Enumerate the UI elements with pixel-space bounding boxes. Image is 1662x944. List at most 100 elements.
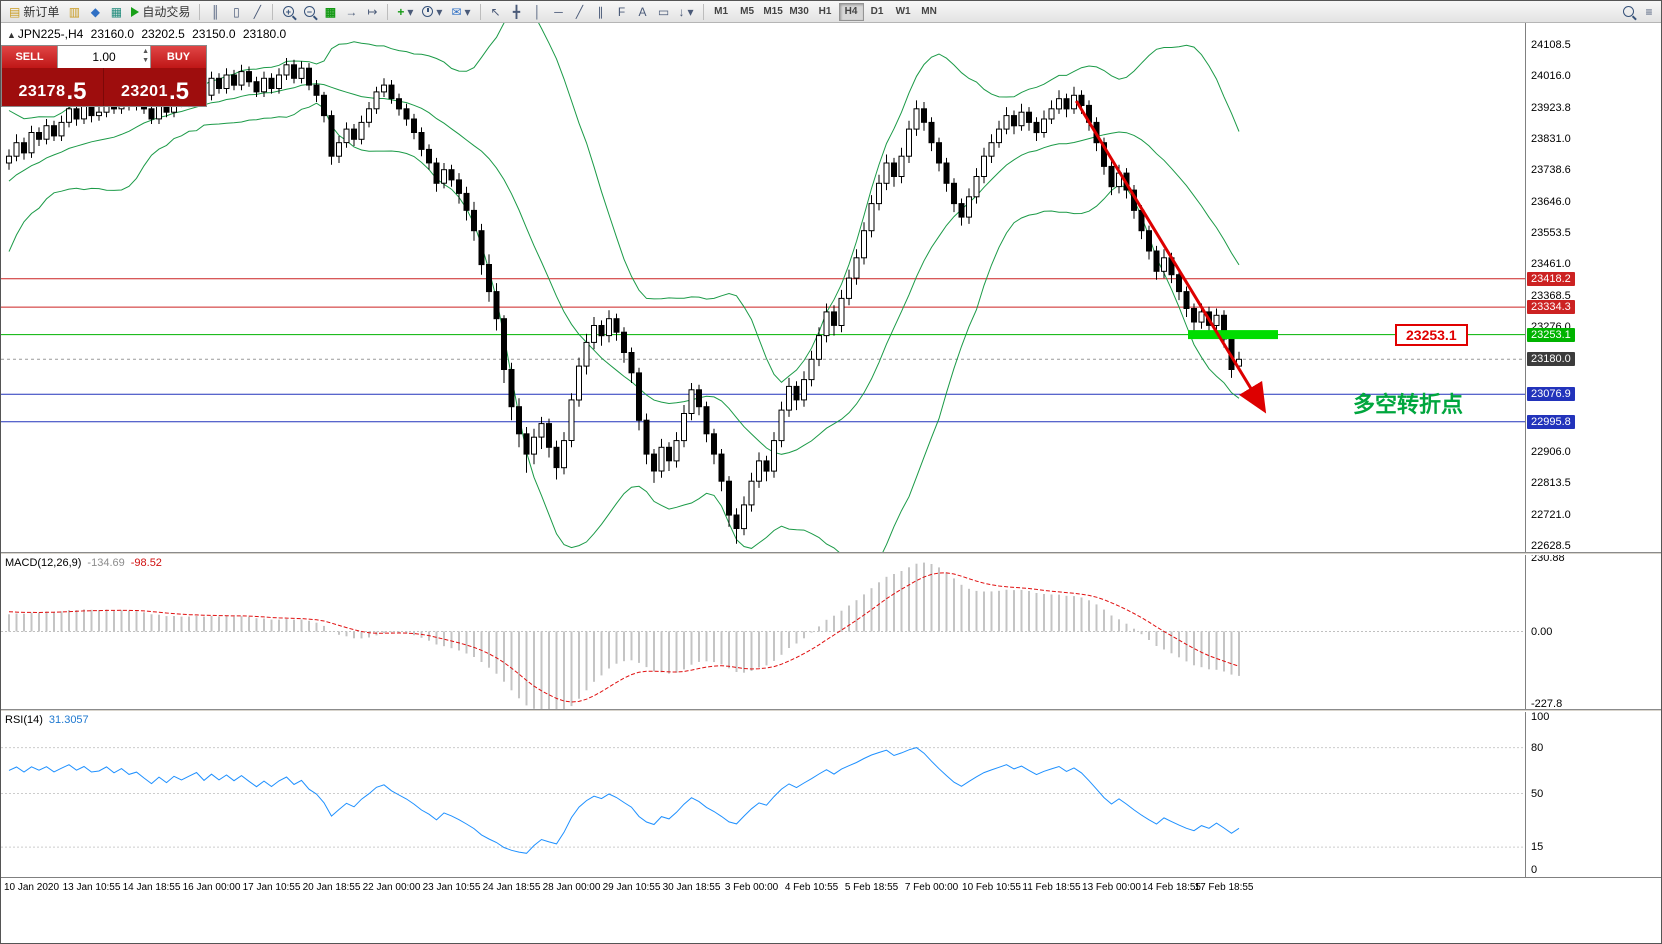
timeframe-h4-button[interactable]: H4: [838, 2, 864, 21]
time-axis[interactable]: 10 Jan 2020 13 Jan 10:55 14 Jan 18:55 16 Ja…: [1, 877, 1661, 943]
timeframe-h1-button[interactable]: H1: [813, 3, 838, 21]
time-axis-label: 10 Feb 10:55: [962, 882, 1021, 893]
profiles-icon: ◆: [90, 4, 100, 19]
bar-chart-type-button[interactable]: ║: [205, 2, 225, 22]
toolbar: ▤ 新订单 ▥ ◆ ▦ 自动交易 ║ ▯ ╱ + − ▦ → ↦ + ▾ ▾ ✉ ▾…: [1, 1, 1661, 23]
sell-button[interactable]: SELL: [2, 46, 57, 68]
time-axis-label: 23 Jan 10:55: [422, 882, 481, 893]
periods-dropdown-icon: ▾: [436, 4, 443, 19]
chart-shift-button[interactable]: ↦: [362, 2, 382, 22]
buy-price[interactable]: 23201.5: [104, 68, 206, 106]
zoom-in-button[interactable]: +: [278, 2, 298, 22]
spin-down-icon[interactable]: ▼: [142, 57, 149, 64]
auto-scroll-icon: →: [345, 4, 358, 19]
buy-price-main: 23201: [120, 83, 168, 100]
toolbar-separator: [387, 3, 389, 20]
time-axis-label: 13 Jan 10:55: [62, 882, 121, 893]
indicators-button[interactable]: + ▾: [393, 2, 417, 22]
one-click-trading-panel: SELL ▲▼ BUY 23178.5 23201.5: [1, 45, 207, 107]
timeframe-m30-button[interactable]: M30: [787, 3, 812, 21]
refresh-button[interactable]: ▦: [106, 2, 126, 22]
profiles-button[interactable]: ◆: [85, 2, 105, 22]
time-axis-label: 11 Feb 18:55: [1022, 882, 1081, 893]
timeframe-mn-button[interactable]: MN: [917, 3, 942, 21]
symbol-title: JPN225-,H4: [17, 27, 84, 41]
price-tag: 23418.2: [1527, 271, 1575, 286]
chart-window-button[interactable]: ▥: [64, 2, 84, 22]
macd-panel[interactable]: [1, 555, 1525, 709]
ohlc-low: 23150.0: [192, 27, 236, 41]
axis-label: 24016.0: [1531, 70, 1571, 83]
timeframe-w1-button[interactable]: W1: [891, 3, 916, 21]
time-axis-label: 7 Feb 00:00: [904, 882, 959, 893]
toolbar-separator: [272, 3, 274, 20]
search-button[interactable]: [1618, 2, 1638, 22]
axis-label: 23646.0: [1531, 195, 1571, 208]
vertical-line-icon: │: [533, 4, 542, 19]
axis-label: 0.00: [1531, 625, 1553, 638]
fibonacci-tool-button[interactable]: F: [612, 2, 632, 22]
axis-label: 23738.6: [1531, 164, 1571, 177]
sell-price-pips: .5: [66, 78, 87, 105]
arrows-dropdown-icon: ▾: [687, 4, 694, 19]
indicators-plus-icon: +: [397, 4, 405, 19]
channel-tool-button[interactable]: ∥: [591, 2, 611, 22]
chart-note-text[interactable]: 多空转折点: [1353, 391, 1464, 417]
highlight-band: [1188, 330, 1278, 340]
time-axis-label: 28 Jan 00:00: [542, 882, 601, 893]
horizontal-line-tool-button[interactable]: ─: [549, 2, 569, 22]
toolbar-menu-button[interactable]: ≡: [1639, 2, 1659, 22]
timeframe-d1-button[interactable]: D1: [865, 3, 890, 21]
main-chart[interactable]: [1, 23, 1525, 552]
arrows-tool-icon: ↓: [678, 4, 685, 19]
templates-button[interactable]: ✉ ▾: [447, 2, 474, 22]
cursor-tool-button[interactable]: ↖: [486, 2, 506, 22]
trendline-tool-button[interactable]: ╱: [570, 2, 590, 22]
label-tool-button[interactable]: ▭: [654, 2, 674, 22]
panel-resize-handle[interactable]: [1, 709, 1661, 712]
axis-label: 23923.8: [1531, 101, 1571, 114]
periods-button[interactable]: ▾: [418, 2, 446, 22]
crosshair-tool-button[interactable]: ╋: [507, 2, 527, 22]
candle-chart-type-button[interactable]: ▯: [226, 2, 246, 22]
macd-chart: [1, 562, 1525, 709]
line-chart-type-button[interactable]: ╱: [247, 2, 267, 22]
vertical-line-tool-button[interactable]: │: [528, 2, 548, 22]
auto-scroll-button[interactable]: →: [341, 2, 361, 22]
timeframe-m1-button[interactable]: M1: [709, 3, 734, 21]
axis-label: 22628.5: [1531, 540, 1571, 552]
time-axis-label: 30 Jan 18:55: [662, 882, 721, 893]
volume-field[interactable]: ▲▼: [57, 46, 151, 68]
ohlc-close: 23180.0: [242, 27, 287, 41]
arrows-tool-button[interactable]: ↓ ▾: [675, 2, 698, 22]
buy-button[interactable]: BUY: [151, 46, 206, 68]
panel-resize-handle[interactable]: [1, 552, 1661, 555]
time-axis-label: 13 Feb 00:00: [1082, 882, 1141, 893]
channel-icon: ∥: [597, 4, 604, 19]
axis-label: 50: [1531, 787, 1544, 800]
tile-windows-button[interactable]: ▦: [320, 2, 340, 22]
autotrade-button[interactable]: 自动交易: [127, 2, 194, 22]
zoom-out-button[interactable]: −: [299, 2, 319, 22]
time-axis-label: 14 Jan 18:55: [122, 882, 181, 893]
autotrade-label: 自动交易: [142, 5, 191, 19]
toolbar-separator: [479, 3, 481, 20]
sell-price[interactable]: 23178.5: [2, 68, 104, 106]
price-callout-box[interactable]: 23253.1: [1395, 323, 1468, 346]
new-order-button[interactable]: ▤ 新订单: [5, 2, 63, 22]
trendline-icon: ╱: [575, 4, 584, 19]
timeframe-m15-button[interactable]: M15: [761, 3, 786, 21]
cursor-icon: ↖: [490, 4, 501, 19]
toolbar-separator: [702, 3, 704, 20]
price-axis[interactable]: 24108.5 24016.0 23923.8 23831.0 23738.6 23646…: [1525, 23, 1661, 877]
volume-input[interactable]: [58, 46, 150, 68]
text-tool-button[interactable]: A: [633, 2, 653, 22]
candle-chart-icon: ▯: [233, 4, 240, 19]
volume-spinner[interactable]: ▲ ▼: [142, 47, 149, 65]
timeframe-m5-button[interactable]: M5: [735, 3, 760, 21]
refresh-icon: ▦: [110, 4, 123, 19]
spin-up-icon[interactable]: ▲: [142, 48, 149, 55]
rsi-panel[interactable]: [1, 712, 1525, 877]
templates-dropdown-icon: ▾: [464, 4, 471, 19]
line-chart-icon: ╱: [253, 4, 261, 19]
